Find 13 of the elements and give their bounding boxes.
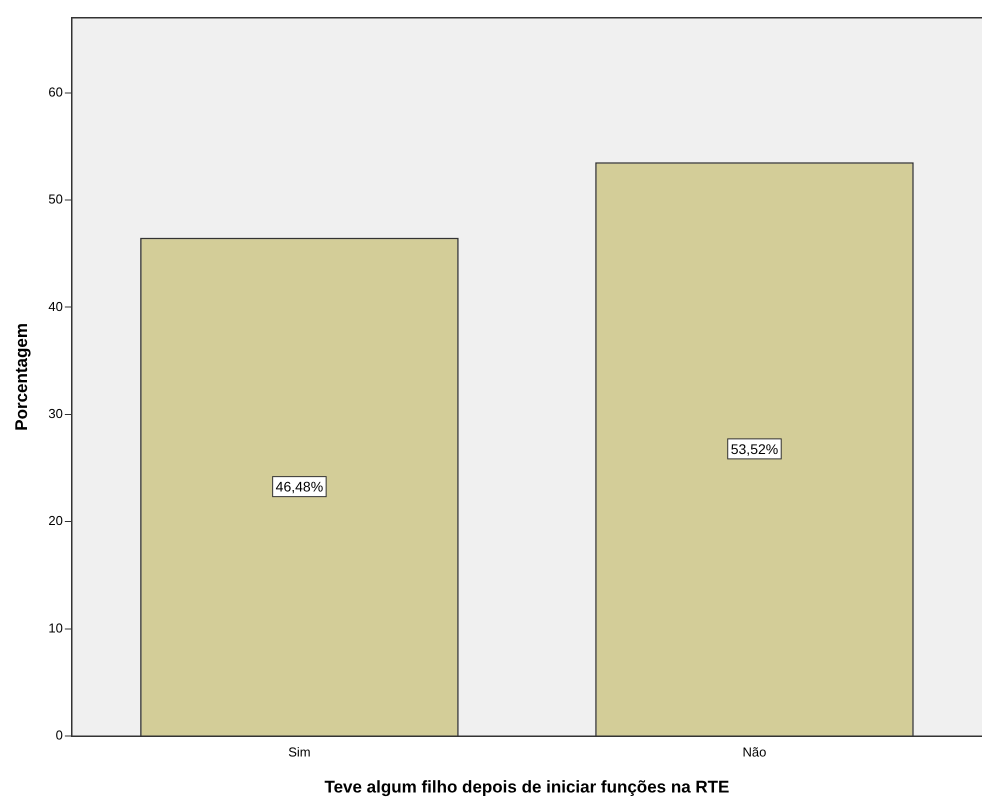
x-tick-label: Não <box>742 744 766 760</box>
y-tick-label: 30 <box>48 406 63 421</box>
y-axis-title: Porcentagem <box>12 323 31 431</box>
data-label: 46,48% <box>276 478 324 494</box>
y-tick-label: 60 <box>48 84 63 100</box>
x-tick-label: Sim <box>288 744 311 760</box>
y-tick-label: 10 <box>48 620 63 636</box>
x-axis-title: Teve algum filho depois de iniciar funções na RTE <box>324 777 730 796</box>
y-tick-label: 50 <box>48 192 63 207</box>
y-tick-label: 20 <box>48 513 63 528</box>
y-tick-label: 0 <box>56 728 63 743</box>
data-label: 53,52% <box>730 440 778 457</box>
y-tick-label: 40 <box>48 298 63 314</box>
